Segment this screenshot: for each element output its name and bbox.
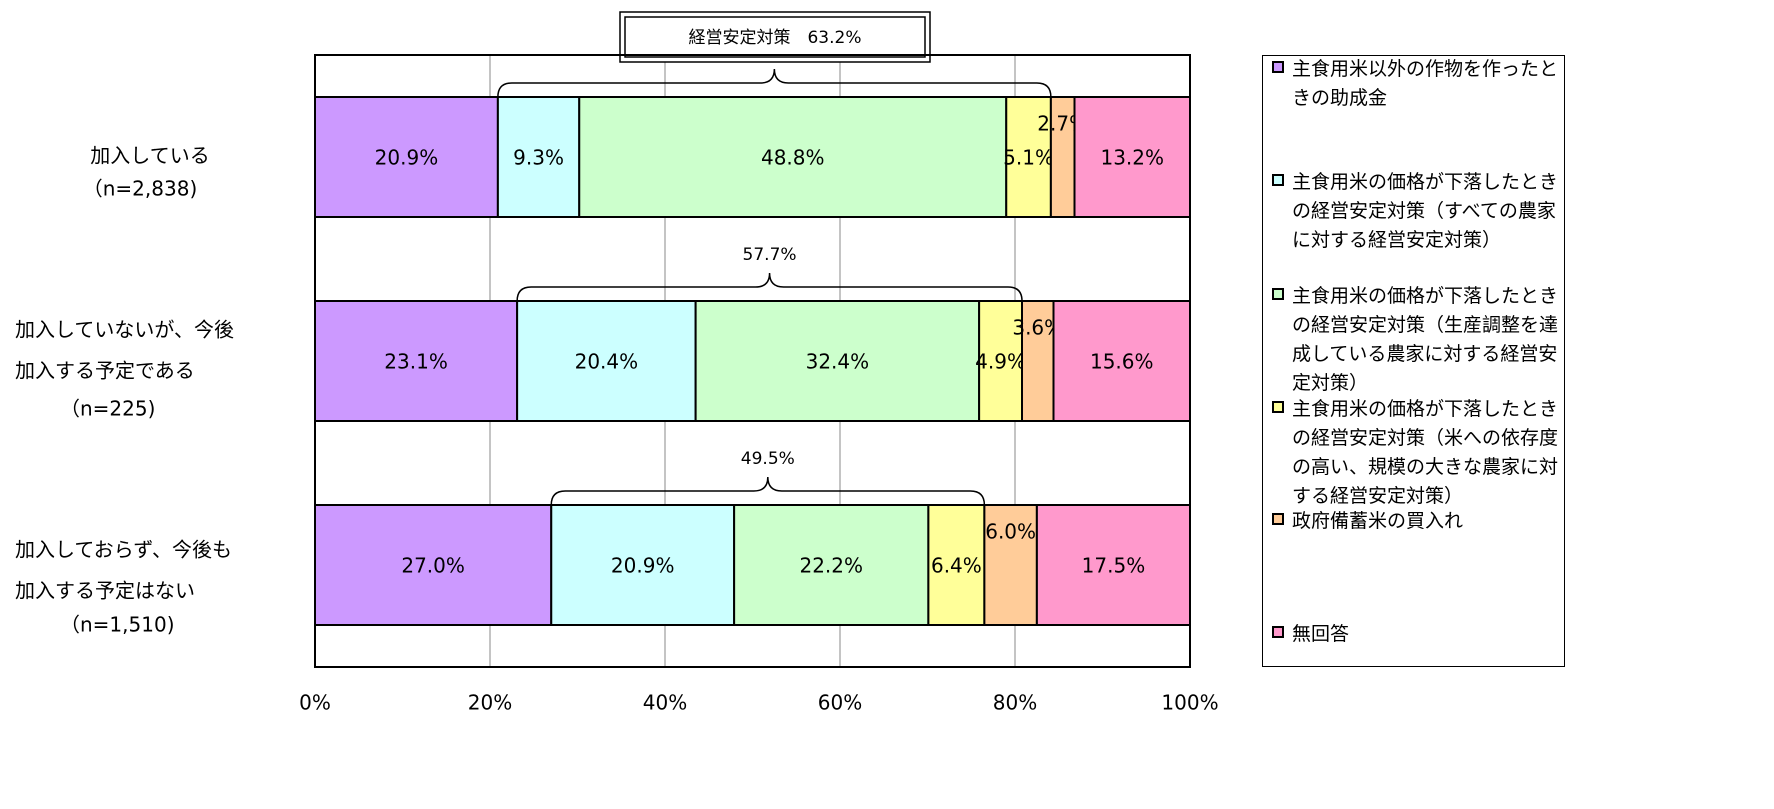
category-label: 加入しておらず、今後も — [15, 538, 232, 562]
bar-segment — [1005, 96, 1052, 218]
category-label: （n=225) — [60, 397, 155, 421]
value-label: 6.0% — [985, 520, 1036, 544]
legend-label: 主食用米の価格が下落したときの経営安定対策（生産調整を達成している農家に対する経… — [1292, 285, 1559, 394]
value-label: 22.2% — [799, 554, 863, 578]
legend-swatch — [1272, 288, 1284, 300]
bar-segment — [1035, 504, 1191, 626]
category-label: （n=2,838) — [83, 177, 198, 201]
x-tick-label: 100% — [1161, 691, 1218, 715]
legend-swatch — [1272, 513, 1284, 525]
category-label: 加入する予定はない — [15, 579, 195, 603]
value-label: 27.0% — [401, 554, 465, 578]
value-label: 5.1% — [1003, 146, 1054, 170]
annotation-box-inner — [624, 16, 926, 58]
bar-segment — [496, 96, 581, 218]
bar-segment — [1021, 300, 1055, 422]
value-label: 20.9% — [611, 554, 675, 578]
bar-segment — [1073, 96, 1191, 218]
bar-segment — [314, 504, 553, 626]
legend-item: 主食用米の価格が下落したときの経営安定対策（生産調整を達成している農家に対する経… — [1270, 282, 1562, 398]
value-label: 23.1% — [384, 350, 448, 374]
brace — [516, 272, 1023, 302]
legend-swatch — [1272, 626, 1284, 638]
legend-swatch — [1272, 61, 1284, 73]
value-label: 13.2% — [1100, 146, 1164, 170]
annotation: 57.7% — [743, 245, 797, 265]
bar-segment — [978, 300, 1023, 422]
bar-segment — [314, 300, 519, 422]
bar-segment — [314, 96, 499, 218]
legend-item: 主食用米の価格が下落したときの経営安定対策（米への依存度の高い、規模の大きな農家… — [1270, 395, 1562, 511]
x-tick-label: 20% — [468, 691, 512, 715]
brace — [497, 68, 1052, 98]
annotation: 経営安定対策 63.2% — [688, 28, 861, 48]
value-label: 15.6% — [1090, 350, 1154, 374]
legend-label: 政府備蓄米の買入れ — [1292, 510, 1464, 532]
value-label: 48.8% — [761, 146, 825, 170]
legend-swatch — [1272, 174, 1284, 186]
legend-label: 主食用米以外の作物を作ったときの助成金 — [1292, 58, 1559, 109]
value-label: 32.4% — [806, 350, 870, 374]
bar-segment — [550, 504, 736, 626]
bar-segment — [983, 504, 1038, 626]
brace — [550, 476, 986, 506]
category-label: 加入している — [90, 144, 209, 168]
legend-label: 無回答 — [1292, 623, 1350, 645]
x-tick-label: 60% — [818, 691, 862, 715]
legend-label: 主食用米の価格が下落したときの経営安定対策（すべての農家に対する経営安定対策） — [1292, 171, 1559, 251]
legend-item: 主食用米の価格が下落したときの経営安定対策（すべての農家に対する経営安定対策） — [1270, 168, 1562, 255]
legend-item: 無回答 — [1270, 620, 1562, 649]
category-label: 加入する予定である — [15, 359, 195, 383]
category-label: （n=1,510) — [60, 613, 175, 637]
value-label: 4.9% — [975, 350, 1026, 374]
value-label: 20.4% — [575, 350, 639, 374]
legend-label: 主食用米の価格が下落したときの経営安定対策（米への依存度の高い、規模の大きな農家… — [1292, 398, 1559, 507]
legend-item: 主食用米以外の作物を作ったときの助成金 — [1270, 55, 1562, 113]
x-tick-label: 80% — [993, 691, 1037, 715]
value-label: 20.9% — [375, 146, 439, 170]
bar-segment — [733, 504, 930, 626]
legend-swatch — [1272, 401, 1284, 413]
annotation: 49.5% — [741, 449, 795, 469]
category-label: 加入していないが、今後 — [15, 318, 234, 342]
annotation-box — [619, 11, 931, 63]
value-label: 6.4% — [931, 554, 982, 578]
value-label: 17.5% — [1082, 554, 1146, 578]
x-tick-label: 40% — [643, 691, 687, 715]
x-tick-label: 0% — [299, 691, 331, 715]
bar-segment — [516, 300, 697, 422]
plot-border — [314, 54, 1191, 668]
bar-segment — [578, 96, 1008, 218]
value-label: 9.3% — [513, 146, 564, 170]
bar-segment — [694, 300, 981, 422]
legend-box — [1262, 55, 1565, 667]
legend-item: 政府備蓄米の買入れ — [1270, 507, 1562, 536]
